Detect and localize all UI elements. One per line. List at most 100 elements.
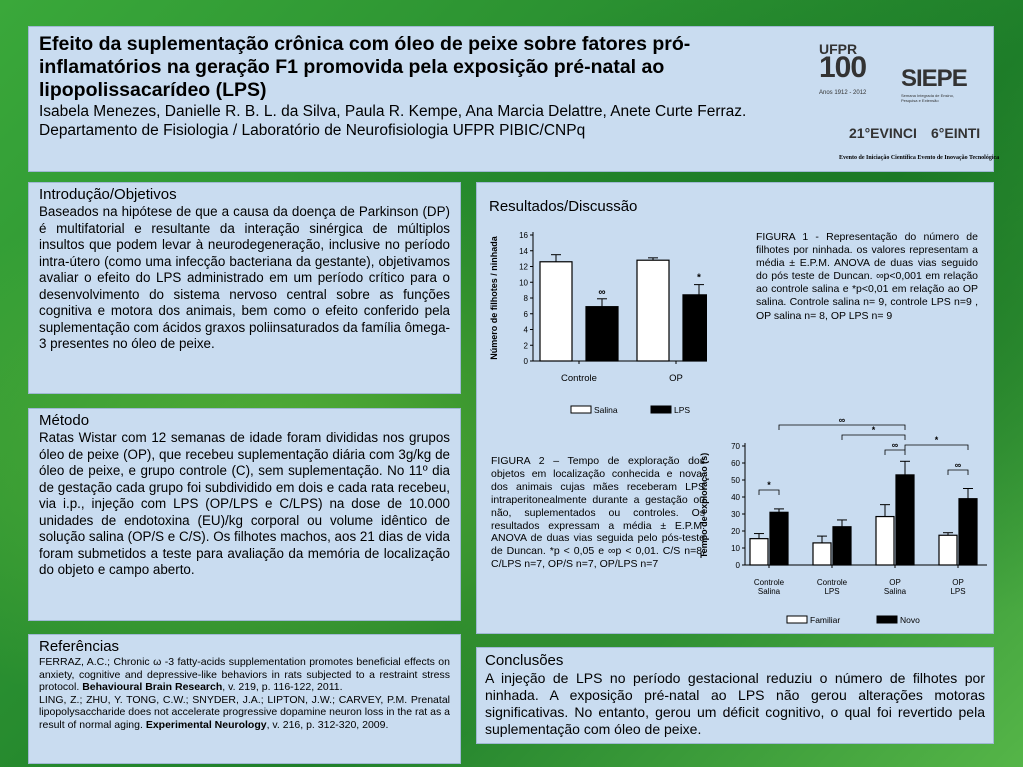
y-tick-label: 10 (519, 278, 528, 287)
y-tick-label: 60 (731, 459, 740, 468)
y-tick-label: 2 (524, 341, 529, 350)
bar (636, 259, 670, 362)
x-tick-label: OP (889, 578, 901, 587)
legend-swatch (786, 615, 808, 624)
bar (682, 294, 707, 362)
significance-mark: * (935, 435, 939, 445)
reference-1-text: FERRAZ, A.C.; Chronic ω -3 fatty-acids s… (39, 656, 450, 694)
evinci-logo: 21°EVINCI (849, 125, 917, 141)
y-tick-label: 16 (519, 231, 528, 240)
x-tick-label: Controle (754, 578, 785, 587)
x-tick-label: Controle (561, 373, 597, 384)
y-tick-label: 20 (731, 527, 740, 536)
legend-swatch (876, 615, 898, 624)
reference-2-journal: Experimental Neurology (145, 718, 267, 731)
poster-authors: Isabela Menezes, Danielle R. B. L. da Si… (39, 103, 747, 139)
significance-bracket (778, 424, 906, 430)
legend-label: Salina (594, 405, 618, 415)
legend-label: Familiar (810, 615, 840, 625)
reference-2-text: LING, Z.; ZHU, Y. TONG, C.W.; SNYDER, J.… (39, 693, 450, 731)
bar (958, 498, 978, 566)
y-tick-label: 10 (731, 544, 740, 553)
significance-mark: ∞ (598, 287, 605, 298)
figure-1-chart: Número de filhotes / ninhada 0 2 4 6 8 10 12 14 1… (489, 231, 707, 415)
references-panel: Referências FERRAZ, A.C.; Chronic ω -3 f… (28, 634, 461, 764)
method-title: Método (39, 412, 90, 429)
conclusions-title: Conclusões (485, 652, 564, 669)
ufpr-100-text: 100 (819, 51, 867, 84)
legend-label: LPS (674, 405, 690, 415)
bar (749, 538, 769, 566)
x-tick-label: Salina (884, 587, 907, 596)
siepe-logo: SIEPE Semana Integrada de Ensino, Pesqui… (901, 65, 968, 103)
y-tick-label: 0 (524, 357, 529, 366)
conclusions-panel: Conclusões A injeção de LPS no período g… (476, 647, 994, 744)
logo-caption: Evento de Iniciação Científica Evento de… (839, 155, 1000, 161)
reference-2-details: , v. 216, p. 312-320, 2009. (266, 718, 389, 731)
figure-2-caption: FIGURA 2 – Tempo de exploração dos objet… (491, 455, 705, 571)
einti-logo: 6°EINTI (931, 125, 981, 141)
siepe-logo-text: SIEPE (901, 65, 968, 92)
figure-1-caption: FIGURA 1 - Representação do número de fi… (756, 231, 978, 322)
significance-mark: ∞ (892, 440, 899, 450)
significance-mark: ∞ (839, 415, 846, 425)
y-tick-label: 70 (731, 442, 740, 451)
significance-bracket (841, 434, 906, 440)
significance-bracket (884, 449, 906, 455)
results-title: Resultados/Discussão (489, 198, 638, 215)
y-tick-label: 40 (731, 493, 740, 502)
y-tick-label: 0 (736, 561, 741, 570)
legend-label: Novo (900, 615, 920, 625)
siepe-sub-text: Semana Integrada de Ensino, Pesquisa e E… (901, 93, 954, 103)
bar (832, 526, 852, 566)
y-tick-label: 8 (524, 294, 529, 303)
ufpr-logo-text: UFPR (819, 41, 858, 57)
x-tick-label: LPS (824, 587, 839, 596)
references-title: Referências (39, 638, 120, 655)
bar (812, 542, 832, 566)
bar (938, 534, 958, 566)
x-tick-label: Controle (817, 578, 848, 587)
significance-bracket (904, 444, 969, 450)
significance-mark: * (767, 480, 771, 490)
y-tick-label: 12 (519, 263, 528, 272)
intro-panel: Introdução/Objetivos Baseados na hipótes… (28, 182, 461, 394)
ufpr-logo: UFPR 100 Anos 1912 - 2012 (819, 41, 867, 97)
bar (875, 515, 895, 566)
y-axis-label: Tempo de exploração (s) (699, 453, 709, 558)
intro-title: Introdução/Objetivos (39, 186, 177, 203)
figure-2-chart: Tempo de exploração (s) 0 10 20 30 40 50 60 70 Co… (699, 415, 987, 625)
reference-1: FERRAZ, A.C.; Chronic ω -3 fatty-acids s… (39, 656, 450, 694)
bar (895, 474, 915, 566)
ufpr-sub-text: Anos 1912 - 2012 (819, 90, 867, 96)
y-tick-label: 30 (731, 510, 740, 519)
results-panel: Resultados/Discussão Número de filhotes … (476, 182, 994, 634)
legend-swatch (650, 405, 672, 414)
significance-bracket (758, 489, 780, 495)
y-tick-label: 50 (731, 476, 740, 485)
bar (539, 261, 573, 362)
bar (769, 511, 789, 566)
y-tick-label: 6 (524, 310, 529, 319)
bar (585, 306, 619, 362)
x-tick-label: OP (669, 373, 683, 384)
y-tick-label: 14 (519, 247, 528, 256)
x-tick-label: LPS (950, 587, 965, 596)
poster-title: Efeito da suplementação crônica com óleo… (39, 33, 691, 101)
logos: UFPR 100 Anos 1912 - 2012 SIEPE Semana I… (819, 41, 999, 166)
x-tick-label: Salina (758, 587, 781, 596)
y-tick-label: 4 (524, 326, 529, 335)
method-text: Ratas Wistar com 12 semanas de idade for… (39, 430, 450, 577)
significance-mark: ∞ (955, 460, 962, 470)
reference-2: LING, Z.; ZHU, Y. TONG, C.W.; SNYDER, J.… (39, 694, 450, 732)
reference-1-journal: Behavioural Brain Research (82, 681, 223, 694)
x-tick-label: OP (952, 578, 964, 587)
significance-bracket (947, 469, 969, 475)
method-panel: Método Ratas Wistar com 12 semanas de id… (28, 408, 461, 621)
intro-text: Baseados na hipótese de que a causa da d… (39, 204, 450, 351)
conclusions-text: A injeção de LPS no período gestacional … (485, 670, 985, 737)
y-axis-label: Número de filhotes / ninhada (489, 235, 499, 360)
significance-mark: * (697, 273, 701, 284)
reference-1-details: , v. 219, p. 116-122, 2011. (222, 681, 343, 694)
legend-swatch (570, 405, 592, 414)
